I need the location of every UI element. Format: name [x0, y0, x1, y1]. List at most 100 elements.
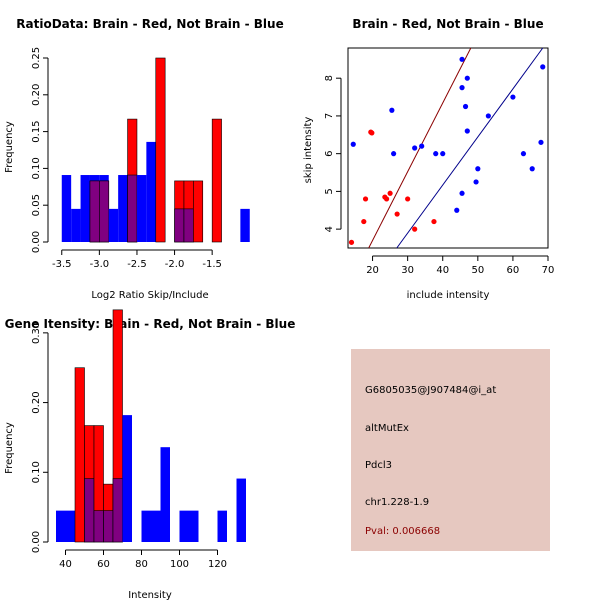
gene-histogram-bar-not-brain: [56, 510, 66, 542]
scatter-point-not-brain: [520, 151, 527, 157]
gene-histogram-x-tick-label: 60: [97, 559, 110, 570]
gene-histogram-x-tick-label: 100: [170, 559, 189, 570]
ratio-histogram-x-tick-label: -2.0: [165, 259, 185, 270]
gene-histogram-bar-not-brain: [179, 510, 189, 542]
ratio-histogram-x-tick-label: -1.5: [202, 259, 222, 270]
scatter-point-not-brain: [464, 128, 470, 134]
scatter-point-not-brain: [464, 75, 470, 81]
ratio-histogram-bar-not-brain: [240, 208, 250, 242]
scatter-ylabel: skip intensity: [303, 117, 314, 184]
scatter-point-brain: [412, 226, 418, 232]
gene-histogram-bar-brain: [74, 367, 85, 543]
scatter-x-tick-label: 60: [507, 265, 520, 276]
scatter-point-not-brain: [459, 56, 465, 62]
gene-histogram-xlabel: Intensity: [128, 590, 172, 600]
event-type: altMutEx: [365, 423, 409, 434]
ratio-histogram-xlabel: Log2 Ratio Skip/Include: [91, 290, 208, 301]
probe-id: G6805035@J907484@i_at: [365, 385, 497, 396]
scatter-fit-line-not-brain: [396, 47, 544, 249]
ratio-histogram-axes: -3.5 -3.0 -2.5 -2.0 -1.5 0.00 0.05 0.10 0.15 0.20…: [31, 47, 222, 270]
ratio-histogram-bar-brain: [211, 118, 222, 243]
scatter-y-tick-label: 7: [324, 113, 335, 119]
ratio-histogram-y-tick-label: 0.15: [31, 120, 42, 142]
ratio-histogram-bar-not-brain: [80, 175, 90, 242]
gene-histogram-bars: [56, 309, 246, 543]
ratio-histogram-x-tick-label: -3.0: [90, 259, 110, 270]
gene-histogram-y-tick-label: 0.10: [31, 461, 42, 483]
ratio-histogram-bars: [61, 57, 250, 243]
ratio-histogram-bar-not-brain: [118, 175, 128, 242]
scatter-title: Brain - Red, Not Brain - Blue: [352, 17, 543, 31]
scatter-point-brain: [387, 190, 393, 196]
gene-histogram-ylabel: Frequency: [4, 422, 15, 474]
ratio-histogram-ylabel: Frequency: [4, 121, 15, 173]
scatter-x-tick-label: 50: [471, 265, 484, 276]
gene-histogram-bar-not-brain: [151, 510, 161, 542]
scatter-y-tick-label: 8: [324, 75, 335, 81]
scatter-point-not-brain: [473, 179, 479, 185]
ratio-histogram-panel: RatioData: Brain - Red, Not Brain - Blue…: [4, 17, 284, 301]
scatter-x-tick-label: 20: [366, 265, 379, 276]
intensity-scatter-panel: Brain - Red, Not Brain - Blue 20 30 40 50 60…: [303, 17, 554, 301]
scatter-point-not-brain: [454, 207, 460, 213]
gene-histogram-bar-not-brain: [141, 510, 151, 542]
ratio-histogram-bar-brain: [193, 180, 204, 243]
scatter-point-brain: [348, 239, 355, 245]
p-value: Pval: 0.006668: [365, 526, 441, 537]
gene-histogram-bar-not-brain: [217, 510, 227, 542]
scatter-x-tick-label: 70: [542, 265, 555, 276]
ratio-histogram-bar-not-brain: [108, 208, 119, 242]
scatter-y-tick-label: 5: [324, 188, 335, 194]
scatter-point-brain: [383, 196, 390, 202]
scatter-point-not-brain: [462, 103, 469, 110]
scatter-point-not-brain: [433, 151, 439, 157]
gene-histogram-y-tick-label: 0.30: [31, 322, 42, 344]
scatter-point-not-brain: [510, 94, 516, 100]
ratio-histogram-bar-overlap: [183, 208, 194, 243]
gene-histogram-bar-not-brain: [236, 478, 246, 542]
gene-histogram-bar-overlap: [84, 478, 95, 543]
scatter-point-brain: [405, 196, 411, 202]
ratio-histogram-y-tick-label: 0.25: [31, 47, 42, 69]
scatter-y-tick-label: 4: [324, 226, 335, 232]
scatter-point-not-brain: [529, 166, 535, 172]
scatter-point-not-brain: [540, 64, 546, 70]
gene-histogram-x-tick-label: 40: [59, 559, 72, 570]
gene-histogram-y-tick-label: 0.00: [31, 531, 42, 553]
ratio-histogram-bar-brain: [155, 57, 166, 243]
probe-info-panel: G6805035@J907484@i_at altMutEx Pdcl3 chr…: [351, 349, 550, 551]
scatter-point-brain: [361, 218, 367, 225]
scatter-point-not-brain: [391, 151, 397, 157]
ratio-histogram-bar-overlap: [89, 180, 100, 243]
gene-histogram-bar-overlap: [112, 478, 123, 543]
gene-histogram-bar-overlap: [103, 510, 114, 543]
scatter-point-not-brain: [459, 85, 465, 91]
gene-histogram-bar-overlap: [93, 510, 104, 543]
ratio-histogram-bar-not-brain: [71, 208, 81, 242]
ratio-histogram-bar-overlap: [174, 208, 185, 243]
ratio-histogram-x-tick-label: -2.5: [127, 259, 147, 270]
scatter-point-brain: [362, 196, 369, 202]
scatter-point-not-brain: [485, 113, 491, 119]
scatter-point-not-brain: [412, 145, 418, 151]
scatter-point-not-brain: [419, 143, 425, 149]
ratio-histogram-bar-not-brain: [61, 175, 72, 242]
scatter-point-not-brain: [440, 151, 446, 157]
scatter-point-brain: [369, 130, 375, 136]
ratio-histogram-bar-not-brain: [146, 141, 156, 242]
gene-name: Pdcl3: [365, 460, 393, 471]
scatter-xlabel: include intensity: [407, 290, 490, 301]
gene-histogram-title: Gene Itensity: Brain - Red, Not Brain - …: [5, 317, 296, 331]
ratio-histogram-bar-overlap: [127, 174, 138, 243]
ratio-histogram-y-tick-label: 0.10: [31, 157, 42, 179]
scatter-point-not-brain: [350, 141, 356, 147]
ratio-histogram-y-tick-label: 0.00: [31, 231, 42, 253]
gene-histogram-y-tick-label: 0.20: [31, 391, 42, 413]
ratio-histogram-y-tick-label: 0.20: [31, 84, 42, 106]
gene-histogram-x-tick-label: 120: [208, 559, 227, 570]
ratio-histogram-x-tick-label: -3.5: [52, 259, 72, 270]
scatter-x-tick-label: 40: [436, 265, 449, 276]
ratio-histogram-bar-overlap: [99, 180, 110, 243]
ratio-histogram-title: RatioData: Brain - Red, Not Brain - Blue: [16, 17, 283, 31]
